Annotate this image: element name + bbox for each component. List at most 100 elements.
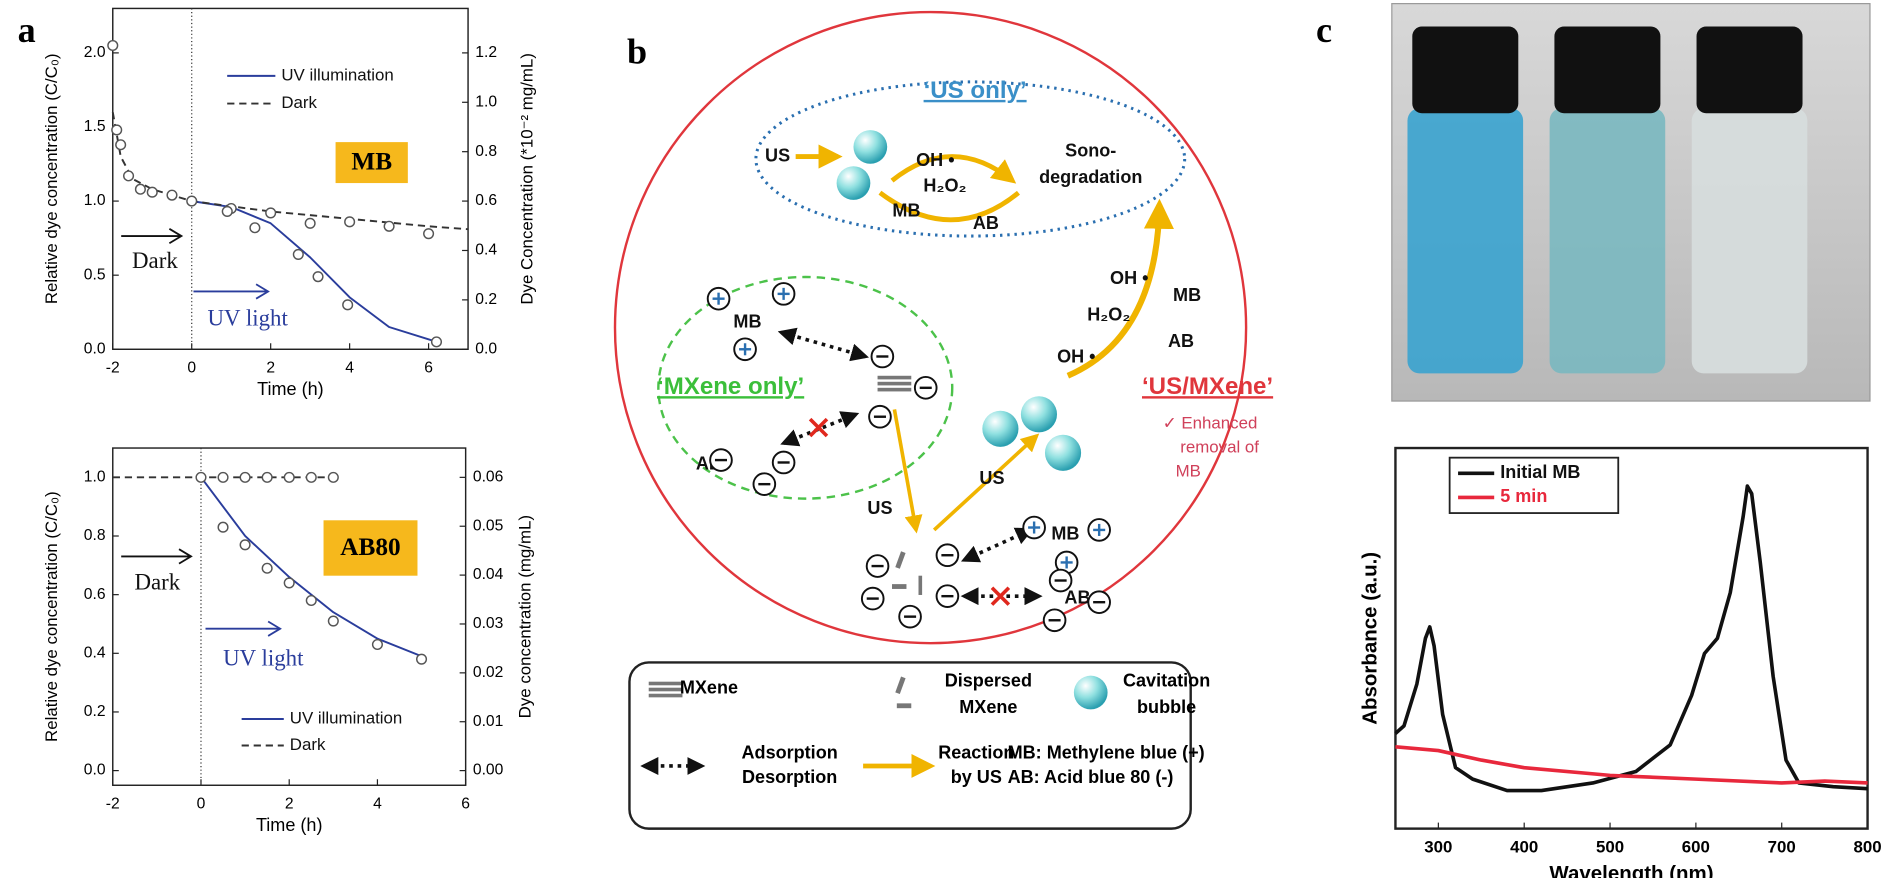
diagram-label: ✓ Enhanced xyxy=(1163,413,1258,432)
y2-tick-label: 0.8 xyxy=(475,143,497,160)
legend-label: Dark xyxy=(281,93,317,112)
data-point xyxy=(186,195,198,207)
sheet xyxy=(877,387,912,392)
vial xyxy=(1407,108,1524,374)
data-point xyxy=(134,183,146,195)
y2-axis-label: Dye concentration (mg/mL) xyxy=(515,515,534,718)
data-point xyxy=(383,220,395,232)
diagram-legend-label: Cavitation xyxy=(1123,670,1210,690)
x-axis-label: Time (h) xyxy=(256,815,323,835)
data-point xyxy=(239,539,251,551)
y2-tick-label: 0.06 xyxy=(473,468,504,485)
y-tick-label: 0.5 xyxy=(84,266,106,283)
x-tick-label: 500 xyxy=(1596,837,1624,856)
data-point xyxy=(327,471,339,483)
data-point xyxy=(327,615,339,627)
arrow xyxy=(1066,198,1174,379)
diagram-legend-label: bubble xyxy=(1137,697,1196,717)
vial-cap xyxy=(1696,26,1803,114)
mxene-only-region xyxy=(657,275,954,500)
data-point xyxy=(312,271,324,283)
diagram-label: OH • xyxy=(1057,346,1095,366)
data-point xyxy=(305,594,317,607)
series-line xyxy=(111,111,469,231)
data-point xyxy=(166,189,178,201)
data-point xyxy=(283,577,295,589)
diagram-legend-label: MXene xyxy=(680,678,738,698)
diagram-label: H₂O₂ xyxy=(1087,304,1130,324)
x-tick-label: 400 xyxy=(1510,837,1538,856)
chart: 300 400 500 600 700 800 Wavelength (nm) Absorba… xyxy=(1359,446,1882,878)
y2-tick-label: 0.00 xyxy=(473,762,504,779)
photo xyxy=(1391,3,1871,402)
data-point xyxy=(123,170,135,182)
diagram-label: degradation xyxy=(1039,167,1142,187)
diagram-label: MB xyxy=(1051,524,1079,544)
data-point xyxy=(221,205,233,217)
diagram-legend-label: AB: Acid blue 80 (-) xyxy=(1008,767,1174,787)
y2-tick-label: 1.2 xyxy=(475,44,497,61)
x-tick-label: 0 xyxy=(197,796,206,813)
annotation: MB xyxy=(351,148,392,176)
sheet xyxy=(648,681,683,686)
data-point xyxy=(111,124,123,136)
x-tick-label: 2 xyxy=(285,796,294,813)
diagram-label: MB xyxy=(1176,462,1201,481)
y-tick-label: 1.5 xyxy=(84,118,106,135)
plot-frame xyxy=(1394,446,1869,830)
annotation-box xyxy=(335,142,408,184)
x-tick-label: 4 xyxy=(345,360,354,377)
diagram-label: MB xyxy=(1173,285,1201,305)
diagram-legend-label: Desorption xyxy=(742,767,837,787)
plot-frame xyxy=(112,7,469,350)
y-tick-label: 1.0 xyxy=(84,192,106,209)
diagram-label: US xyxy=(979,468,1004,488)
diagram-legend-label: Dispersed xyxy=(945,670,1032,690)
series-line xyxy=(1395,745,1868,785)
legend-box xyxy=(628,661,1192,830)
annotation-arrowhead xyxy=(255,283,270,300)
x-tick-label: -2 xyxy=(106,796,120,813)
diagram-label: AB xyxy=(973,213,999,233)
sheet xyxy=(892,584,907,589)
data-point xyxy=(430,336,443,348)
y-tick-label: 0.0 xyxy=(84,340,106,357)
data-point xyxy=(371,638,383,651)
x-tick-label: 300 xyxy=(1424,837,1452,856)
y-axis-label: Relative dye concentration (C/C₀) xyxy=(42,54,61,305)
adsorption-arrow xyxy=(960,527,1034,563)
legend-label: Dark xyxy=(290,735,326,754)
bubble xyxy=(836,166,871,200)
series-line xyxy=(1394,484,1868,793)
annotation: Dark xyxy=(134,569,180,594)
diagram-label: OH • xyxy=(916,150,954,170)
diagram-label: AB xyxy=(1064,587,1090,607)
diagram-label: US xyxy=(867,498,892,518)
bubble xyxy=(1044,434,1082,471)
arrow xyxy=(932,433,1040,532)
x-tick-label: -2 xyxy=(106,360,120,377)
vial xyxy=(1691,108,1808,374)
x-tick-label: 800 xyxy=(1853,837,1881,856)
sheet xyxy=(877,381,912,386)
diagram-legend-label: MB: Methylene blue (+) xyxy=(1008,743,1205,763)
diagram-label: MB xyxy=(733,312,761,332)
vial-cap xyxy=(1554,26,1661,114)
arrow xyxy=(878,190,1020,223)
x-tick-label: 700 xyxy=(1768,837,1796,856)
data-point xyxy=(195,471,207,483)
bubble xyxy=(982,410,1019,447)
chart: -2 0 2 4 6 0.0 0.5 1.0 1.5 2.0 0.0 0.2 0.4 0.6 0.8 1.0 1… xyxy=(42,7,537,399)
x-tick-label: 600 xyxy=(1682,837,1710,856)
vial-cap xyxy=(1412,26,1519,114)
diagram-legend-label: by US xyxy=(951,767,1002,787)
x-axis-label: Wavelength (nm) xyxy=(1549,862,1713,878)
diagram-legend-label: Adsorption xyxy=(742,743,838,763)
x-tick-label: 6 xyxy=(424,360,433,377)
legend-label: UV illumination xyxy=(290,708,402,727)
data-point xyxy=(261,562,273,574)
bubble xyxy=(1073,675,1108,710)
annotation: Dark xyxy=(132,248,178,273)
y2-tick-label: 1.0 xyxy=(475,93,497,110)
